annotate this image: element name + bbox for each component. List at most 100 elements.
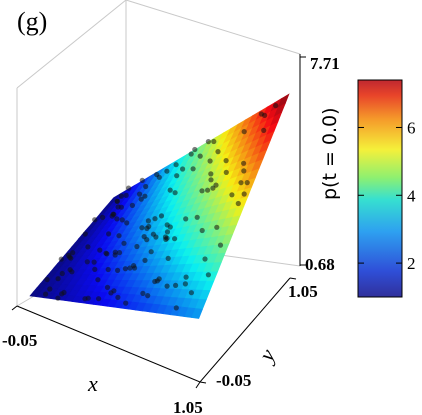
scatter-point — [156, 276, 162, 282]
scatter-point — [97, 247, 103, 253]
scatter-point — [167, 187, 173, 193]
scatter-point — [158, 213, 165, 219]
scatter-point — [174, 173, 180, 179]
scatter-point — [92, 217, 98, 223]
scatter-point — [96, 296, 102, 302]
y-tick-bottom — [199, 381, 207, 384]
scatter-point — [138, 196, 144, 202]
y-axis-line — [199, 277, 291, 383]
scatter-point — [261, 127, 267, 133]
tick-marks — [11, 56, 306, 389]
x-tick-right — [195, 381, 201, 389]
scatter-point — [70, 250, 76, 256]
scatter-point — [238, 180, 244, 186]
x-tick-left — [11, 305, 18, 311]
scatter-point — [223, 169, 229, 175]
scatter-point — [199, 188, 205, 194]
scatter-point — [58, 256, 64, 262]
colorbar-tick-label: 4 — [407, 186, 416, 205]
scatter-point — [150, 231, 156, 237]
colorbar-tick-label: 6 — [407, 119, 416, 138]
scatter-point — [47, 286, 53, 292]
scatter-point — [144, 237, 150, 243]
scatter-point — [59, 291, 65, 297]
scatter-point — [134, 243, 140, 250]
colorbar: 2 4 6 — [357, 79, 416, 298]
scatter-point — [223, 158, 229, 164]
surface-mesh — [29, 93, 290, 319]
scatter-point — [164, 283, 170, 289]
scatter-point — [208, 177, 214, 183]
scatter-point — [145, 218, 151, 224]
scatter-point — [106, 231, 112, 237]
scatter-point — [140, 290, 146, 296]
scatter-point — [190, 166, 196, 172]
colorbar-ticks: 2 4 6 — [358, 119, 416, 273]
scatter-point — [115, 294, 121, 300]
scatter-point — [173, 162, 179, 168]
scatter-point — [121, 240, 127, 246]
scatter-point — [144, 225, 150, 231]
z-tick-label-max: 7.71 — [310, 54, 340, 73]
scatter-point — [194, 214, 200, 220]
scatter-point — [156, 174, 162, 180]
scatter-point — [235, 200, 241, 207]
scatter-point — [85, 295, 91, 301]
scatter-point — [188, 290, 194, 296]
scatter-point — [69, 269, 75, 275]
scatter-point — [43, 291, 49, 297]
scatter-point — [104, 251, 110, 257]
scatter-point — [188, 151, 194, 157]
scatter-point — [241, 191, 247, 197]
scatter-point — [92, 266, 98, 272]
scatter-point — [164, 168, 170, 174]
scatter-point — [164, 229, 171, 235]
scatter-point — [172, 190, 178, 196]
scatter-point — [104, 284, 111, 290]
scatter-point — [173, 282, 179, 288]
scatter-point — [241, 160, 247, 166]
scatter-point — [165, 255, 171, 261]
scatter-point — [241, 168, 247, 174]
scatter-point — [172, 236, 178, 242]
scatter-point — [183, 216, 189, 222]
scatter-point — [180, 166, 186, 172]
scatter-point — [197, 153, 203, 159]
scatter-point — [131, 263, 137, 269]
panel-label: (g) — [17, 7, 47, 36]
scatter-point — [205, 272, 211, 278]
scatter-point — [114, 198, 120, 204]
scatter-point — [112, 252, 118, 258]
scatter-point — [205, 139, 211, 145]
scatter-point — [55, 276, 61, 282]
scatter-point — [105, 266, 111, 273]
scatter-point — [241, 129, 247, 135]
z-tick-label-min: 0.68 — [305, 255, 335, 274]
scatter-point — [116, 233, 122, 239]
scatter-point — [202, 256, 208, 262]
scatter-point — [148, 249, 154, 255]
scatter-point — [100, 214, 106, 220]
y-tick-label-max: 1.05 — [288, 282, 318, 301]
scatter-point — [114, 216, 120, 222]
y-tick-label-min: -0.05 — [216, 371, 251, 390]
scatter-point — [214, 224, 220, 230]
x-axis-line — [16, 305, 201, 383]
scatter-point — [244, 180, 250, 186]
scatter-point — [152, 278, 158, 285]
scatter-point — [44, 276, 50, 283]
front-axes — [16, 54, 301, 383]
scatter-point — [208, 171, 214, 177]
scatter-point — [183, 274, 189, 280]
scatter-point — [118, 193, 124, 199]
scatter-points — [43, 103, 279, 311]
scatter-point — [205, 187, 211, 193]
scatter-point — [66, 252, 72, 258]
scatter-point — [139, 225, 145, 231]
scatter-point — [124, 220, 130, 226]
scatter-point — [137, 191, 143, 197]
scatter-point — [262, 112, 268, 118]
z-axis-label: p(t = 0.0) — [319, 107, 341, 200]
scatter-point — [129, 202, 135, 208]
